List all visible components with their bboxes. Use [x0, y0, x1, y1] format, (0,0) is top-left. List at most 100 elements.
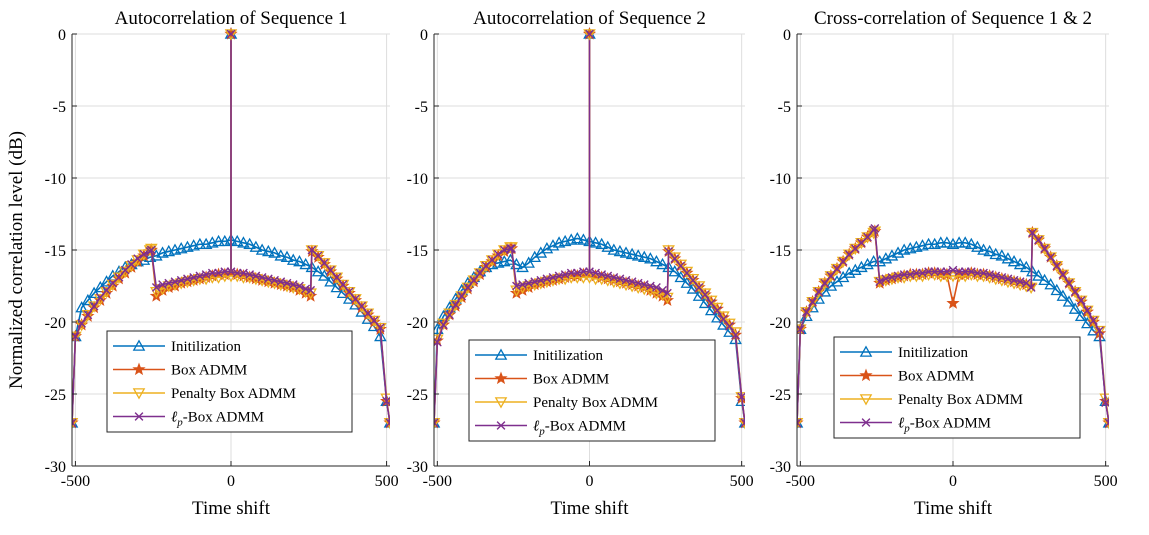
x-tick-label: -500: [61, 473, 90, 490]
y-tick-label: -30: [45, 459, 66, 476]
triangle-up-icon: [132, 339, 146, 351]
data-point: [1050, 261, 1064, 273]
data-point: [268, 246, 281, 258]
legend-label: Box ADMM: [533, 372, 609, 388]
chart-title: Autocorrelation of Sequence 2: [473, 8, 706, 29]
data-point: [1070, 287, 1080, 297]
x-tick-label: -500: [786, 473, 815, 490]
y-tick-label: -15: [45, 243, 66, 260]
data-point: [295, 281, 304, 291]
data-point: [338, 280, 348, 289]
data-point: [1038, 273, 1051, 286]
data-point: [207, 268, 217, 278]
spike-point: [226, 29, 236, 39]
data-point: [1007, 254, 1021, 267]
legend: Initilization Box ADMM Penalty Box ADMM ℓp-…: [468, 339, 716, 442]
data-point: [704, 303, 718, 316]
data-point: [983, 244, 996, 257]
data-point: [193, 237, 207, 250]
y-tick-label: -5: [778, 99, 791, 116]
data-point: [467, 275, 481, 287]
data-point: [473, 268, 487, 280]
data-point: [686, 273, 700, 286]
data-point: [505, 244, 515, 253]
data-point: [439, 320, 448, 330]
y-tick-label: 0: [58, 27, 66, 44]
data-point: [1095, 326, 1104, 336]
data-point: [1068, 286, 1082, 299]
data-point: [577, 233, 590, 245]
data-point: [434, 417, 441, 430]
triangle-up-icon: [859, 345, 873, 357]
data-point: [507, 244, 516, 253]
data-point: [971, 240, 984, 252]
data-point: [1013, 257, 1027, 270]
data-point: [293, 254, 306, 267]
data-point: [434, 337, 442, 347]
legend-label: Box ADMM: [171, 363, 247, 379]
data-point: [383, 417, 390, 430]
data-point: [299, 257, 312, 270]
legend-item: Penalty Box ADMM: [475, 395, 658, 411]
legend: Initilization Box ADMM Penalty Box ADMM ℓp-…: [833, 336, 1081, 439]
data-point: [1032, 269, 1045, 281]
data-point: [77, 319, 87, 328]
x-axis-label: Time shift: [192, 498, 271, 519]
data-point: [738, 417, 745, 430]
y-tick-label: -20: [45, 315, 66, 332]
data-point: [445, 310, 454, 320]
x-tick-label: 0: [227, 473, 235, 490]
data-point: [680, 276, 694, 288]
chart-title: Cross-correlation of Sequence 1 & 2: [814, 8, 1092, 29]
data-point: [336, 279, 350, 292]
data-point: [1076, 296, 1086, 305]
data-point: [875, 277, 885, 287]
data-point: [668, 252, 682, 264]
data-point: [455, 291, 468, 303]
data-point: [1056, 289, 1070, 301]
y-tick-label: 0: [420, 27, 428, 44]
data-point: [686, 282, 700, 294]
data-point: [725, 321, 734, 331]
data-point: [375, 323, 385, 333]
data-point: [644, 252, 657, 264]
legend-label: Box ADMM: [898, 369, 974, 385]
data-point: [836, 256, 850, 269]
data-point: [946, 296, 960, 309]
triangle-up-icon: [494, 348, 508, 360]
chart-panel-1: 0 -5 -10 -15 -20 -25 -30-500 0 500 Autocorrelatio…: [45, 8, 399, 519]
data-point: [952, 236, 966, 248]
legend-item: Box ADMM: [475, 372, 609, 388]
data-point: [824, 271, 838, 283]
data-point: [806, 297, 819, 309]
data-point: [311, 250, 325, 263]
data-point: [946, 271, 960, 283]
data-point: [797, 324, 805, 334]
data-point: [652, 283, 661, 292]
data-point: [808, 297, 817, 307]
x-icon: [861, 418, 871, 427]
data-point: [1044, 252, 1057, 264]
data-point: [849, 243, 862, 256]
data-point: [668, 265, 682, 277]
data-point: [577, 272, 590, 284]
triangle-down-icon: [494, 397, 508, 409]
legend-box: [106, 330, 353, 433]
data-point: [832, 264, 842, 274]
data-point: [977, 243, 990, 255]
y-tick-label: -10: [770, 171, 791, 188]
data-point: [151, 283, 161, 292]
data-point: [212, 234, 225, 247]
data-point: [1038, 243, 1051, 256]
legend: Initilization Box ADMM Penalty Box ADMM ℓp-…: [106, 330, 353, 433]
data-point: [451, 300, 461, 310]
data-point: [443, 308, 456, 320]
y-tick-label: -30: [770, 459, 791, 476]
data-point: [989, 247, 1003, 260]
data-point: [232, 268, 242, 278]
data-point: [1082, 306, 1092, 315]
data-point: [87, 301, 101, 313]
legend-box: [833, 336, 1081, 439]
data-point: [220, 267, 230, 276]
data-point: [262, 244, 275, 257]
